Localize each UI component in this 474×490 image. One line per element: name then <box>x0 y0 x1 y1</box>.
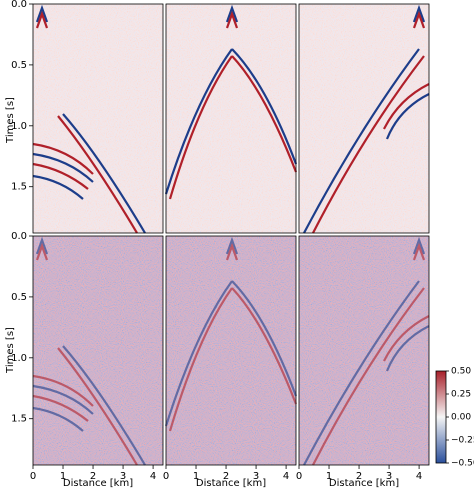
y-tick-label: 1.5 <box>11 182 27 193</box>
panel <box>164 235 298 466</box>
colorbar-tick-label: 0.25 <box>451 390 471 400</box>
panel <box>298 3 431 235</box>
x-tick-label: 0 <box>30 471 36 482</box>
x-tick-label: 3 <box>120 471 126 482</box>
panel <box>31 3 164 235</box>
colorbar-tick-label: 0.50 <box>451 367 471 377</box>
y-axis-label: Times [s] <box>5 327 16 374</box>
panel <box>31 235 164 467</box>
colorbar-tick-label: −0.50 <box>451 459 474 469</box>
y-tick-label: 0.5 <box>11 60 27 71</box>
panel-image <box>33 236 163 465</box>
x-axis-label: Distance [km] <box>196 478 266 489</box>
colorbar-tick-label: −0.25 <box>451 436 474 446</box>
x-tick-label: 4 <box>416 471 422 482</box>
x-axis-label: Distance [km] <box>329 478 399 489</box>
x-tick-label: 1 <box>193 471 199 482</box>
frame <box>32 235 164 466</box>
frame <box>32 3 164 234</box>
panel <box>164 3 298 234</box>
y-tick-label: 0.0 <box>11 231 27 242</box>
y-tick-label: 1.0 <box>11 353 27 364</box>
x-tick-label: 2 <box>223 471 229 482</box>
panel-image <box>299 4 429 233</box>
y-tick-label: 1.5 <box>11 414 27 425</box>
x-tick-label: 0 <box>163 471 169 482</box>
panel-image <box>166 4 296 233</box>
frame <box>298 235 430 466</box>
x-tick-label: 3 <box>253 471 259 482</box>
y-tick-label: 0.5 <box>11 292 27 303</box>
x-tick-label: 4 <box>150 471 156 482</box>
panel-image <box>166 236 296 465</box>
x-tick-label: 1 <box>60 471 66 482</box>
x-tick-label: 0 <box>296 471 302 482</box>
colorbar <box>435 370 447 464</box>
x-tick-label: 3 <box>386 471 392 482</box>
x-tick-label: 2 <box>90 471 96 482</box>
panel <box>298 235 431 467</box>
y-tick-label: 1.0 <box>11 121 27 132</box>
frame <box>298 3 430 234</box>
frame <box>165 235 297 466</box>
x-tick-label: 2 <box>356 471 362 482</box>
y-axis-label: Times [s] <box>5 97 16 144</box>
panels <box>31 3 431 467</box>
panel-image <box>299 236 429 465</box>
panel-image <box>33 4 163 233</box>
colorbar-tick-label: 0.00 <box>451 413 471 423</box>
x-tick-label: 1 <box>326 471 332 482</box>
x-tick-label: 4 <box>283 471 289 482</box>
y-tick-label: 0.0 <box>11 0 27 10</box>
x-axis-label: Distance [km] <box>63 478 133 489</box>
frame <box>165 3 297 234</box>
